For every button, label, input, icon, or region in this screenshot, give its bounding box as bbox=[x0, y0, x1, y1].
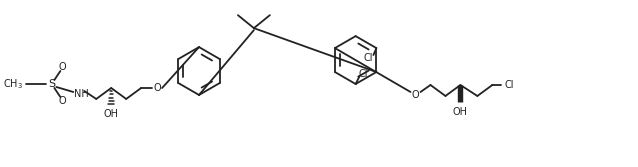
Text: O: O bbox=[59, 96, 66, 106]
Text: CH$_3$: CH$_3$ bbox=[3, 77, 24, 91]
Text: NH: NH bbox=[74, 89, 89, 99]
Text: Cl: Cl bbox=[504, 80, 514, 90]
Text: S: S bbox=[48, 79, 55, 89]
Text: Cl: Cl bbox=[364, 53, 373, 63]
Text: Cl: Cl bbox=[359, 69, 368, 79]
Text: O: O bbox=[412, 90, 419, 100]
Text: O: O bbox=[59, 62, 66, 72]
Text: OH: OH bbox=[453, 107, 468, 117]
Text: O: O bbox=[153, 83, 161, 93]
Text: OH: OH bbox=[104, 109, 119, 119]
